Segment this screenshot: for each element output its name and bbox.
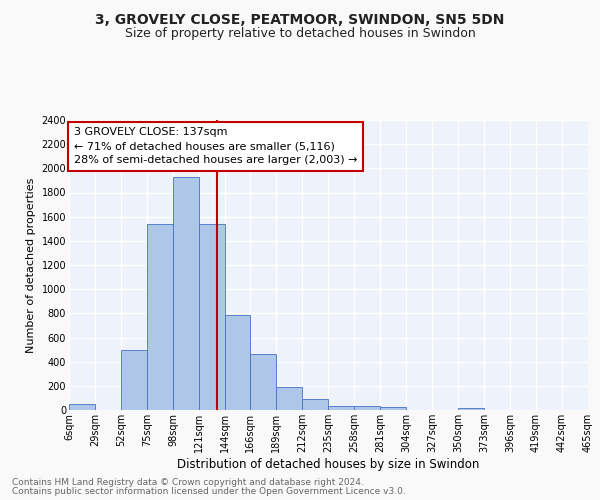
Bar bbox=[147, 224, 173, 410]
Text: Contains HM Land Registry data © Crown copyright and database right 2024.: Contains HM Land Registry data © Crown c… bbox=[12, 478, 364, 487]
Bar bbox=[328, 406, 354, 410]
Bar bbox=[199, 224, 225, 410]
Bar bbox=[69, 404, 95, 410]
Text: Contains public sector information licensed under the Open Government Licence v3: Contains public sector information licen… bbox=[12, 487, 406, 496]
Bar bbox=[121, 350, 147, 410]
Bar bbox=[354, 406, 380, 410]
Bar bbox=[225, 315, 250, 410]
Bar bbox=[380, 407, 406, 410]
Text: 3, GROVELY CLOSE, PEATMOOR, SWINDON, SN5 5DN: 3, GROVELY CLOSE, PEATMOOR, SWINDON, SN5… bbox=[95, 12, 505, 26]
Bar bbox=[302, 399, 328, 410]
Text: 3 GROVELY CLOSE: 137sqm
← 71% of detached houses are smaller (5,116)
28% of semi: 3 GROVELY CLOSE: 137sqm ← 71% of detache… bbox=[74, 127, 357, 165]
Bar bbox=[173, 177, 199, 410]
Y-axis label: Number of detached properties: Number of detached properties bbox=[26, 178, 36, 352]
Bar bbox=[250, 354, 276, 410]
Bar bbox=[458, 408, 484, 410]
Text: Size of property relative to detached houses in Swindon: Size of property relative to detached ho… bbox=[125, 28, 475, 40]
Bar bbox=[276, 387, 302, 410]
X-axis label: Distribution of detached houses by size in Swindon: Distribution of detached houses by size … bbox=[178, 458, 479, 470]
